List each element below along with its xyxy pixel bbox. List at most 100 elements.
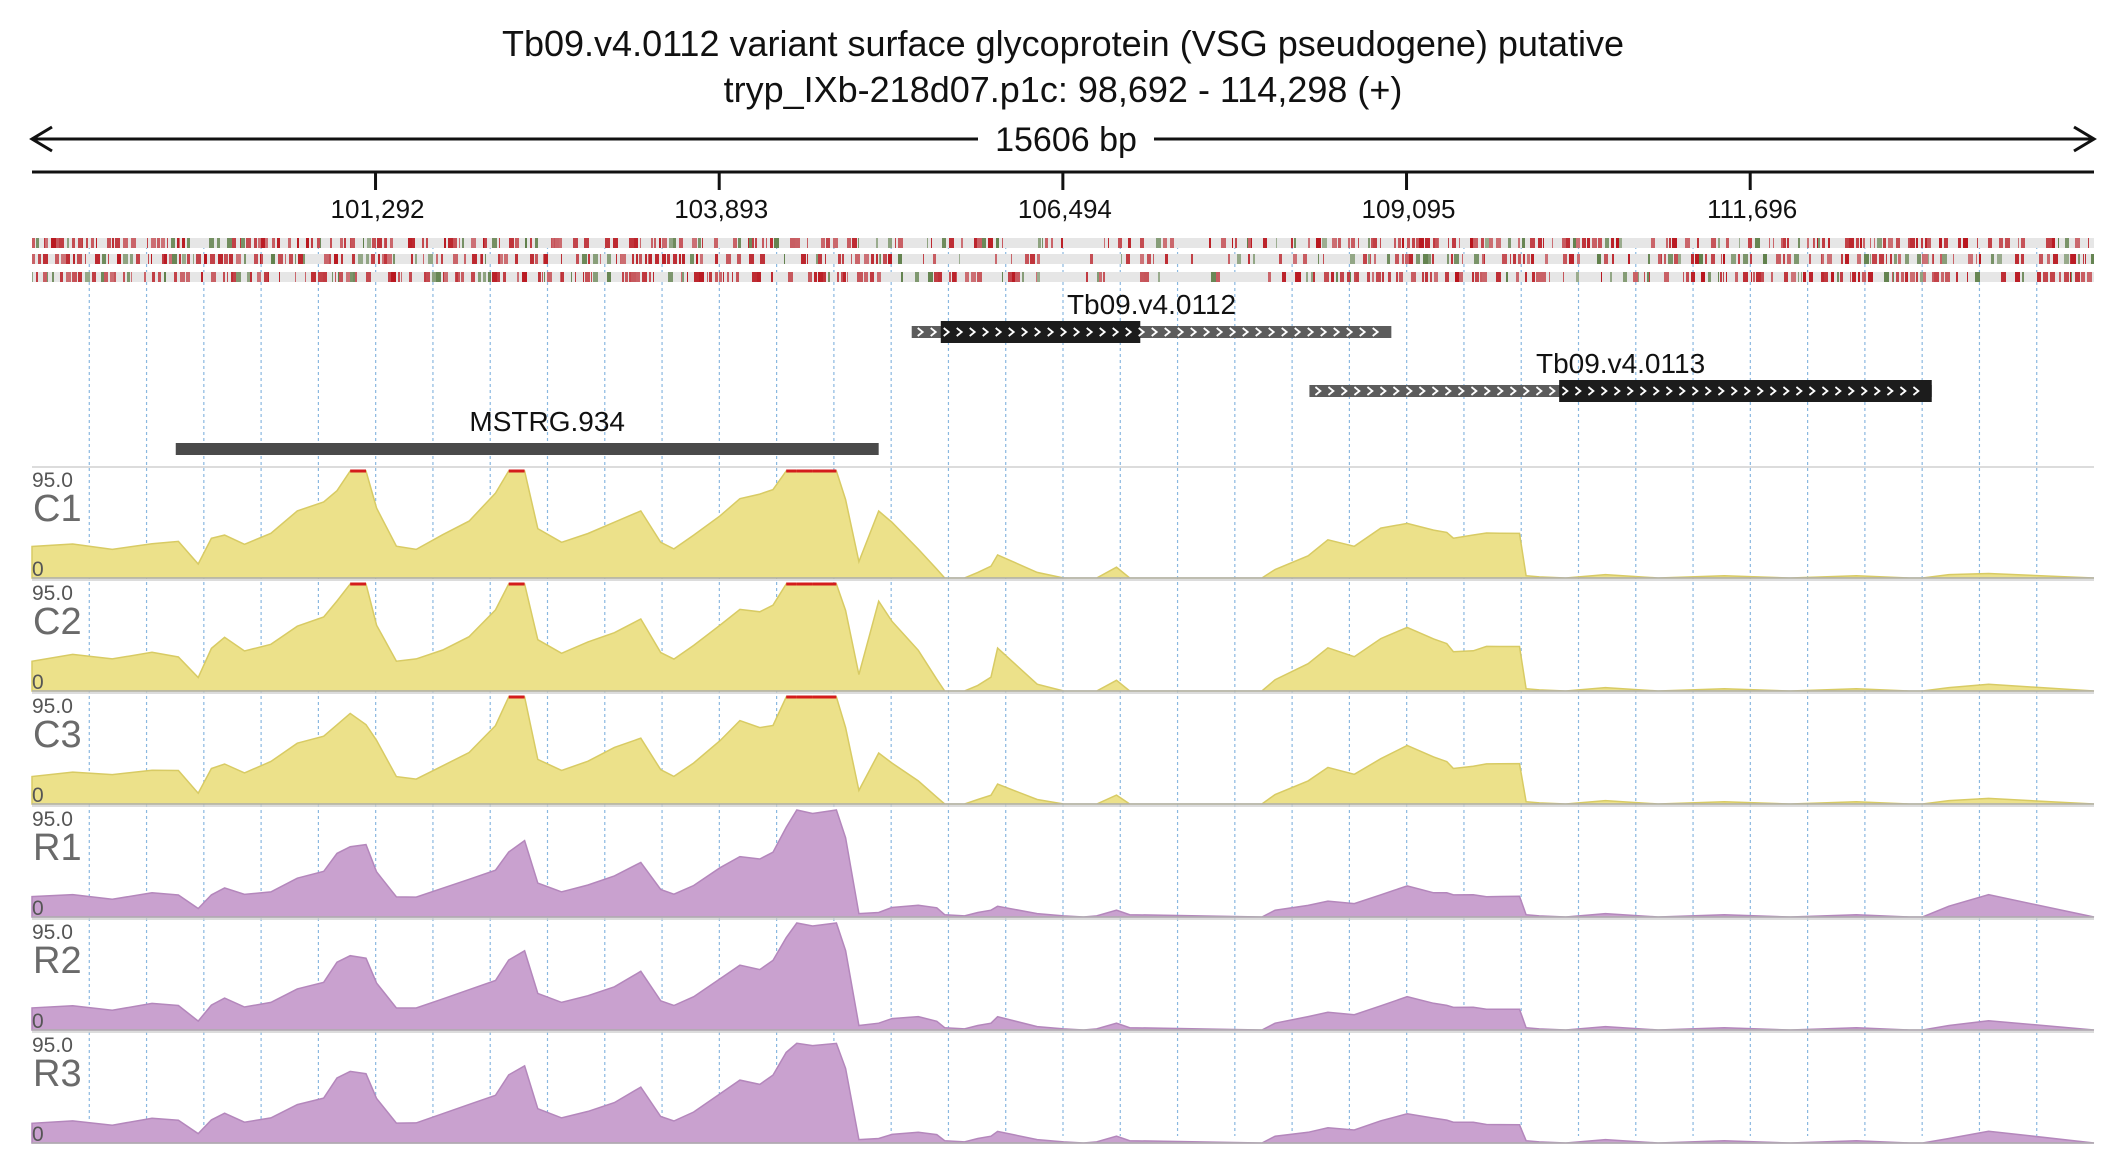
variant-mark xyxy=(1306,272,1308,282)
feature-cds xyxy=(1559,380,1932,402)
variant-mark xyxy=(952,272,956,282)
variant-mark xyxy=(552,238,554,248)
strand-arrow xyxy=(1281,327,1289,337)
variant-mark xyxy=(2021,254,2024,264)
variant-mark xyxy=(432,272,436,282)
variant-mark xyxy=(391,238,393,248)
variant-mark xyxy=(562,272,564,282)
strand-arrow xyxy=(1320,327,1328,337)
variant-mark xyxy=(1884,272,1889,282)
variant-mark xyxy=(667,254,670,264)
variant-mark xyxy=(1582,238,1586,248)
span-length-label: 15606 bp xyxy=(995,121,1137,159)
variant-mark xyxy=(1338,238,1341,248)
variant-mark xyxy=(784,254,785,264)
variant-mark xyxy=(179,254,181,264)
variant-mark xyxy=(888,254,892,264)
variant-mark xyxy=(1368,254,1370,264)
variant-mark xyxy=(1247,238,1248,248)
variant-mark xyxy=(1798,272,1799,282)
variant-mark xyxy=(1380,238,1381,248)
strand-arrow xyxy=(1216,327,1224,337)
variant-mark xyxy=(876,254,878,264)
variant-mark xyxy=(1894,254,1897,264)
variant-mark xyxy=(182,254,186,264)
variant-mark xyxy=(102,254,106,264)
variant-mark xyxy=(366,272,371,282)
variant-mark xyxy=(484,238,485,248)
variant-mark xyxy=(949,272,951,282)
variant-mark xyxy=(1991,254,1994,264)
variant-mark xyxy=(258,238,261,248)
variant-mark xyxy=(1128,238,1131,248)
variant-mark xyxy=(295,254,296,264)
heat-row-background xyxy=(32,254,2094,264)
strand-arrow xyxy=(1496,386,1504,396)
variant-mark xyxy=(1253,254,1255,264)
variant-mark xyxy=(77,254,82,264)
variant-mark xyxy=(254,238,257,248)
variant-mark xyxy=(622,272,624,282)
variant-mark xyxy=(480,254,481,264)
variant-mark xyxy=(1480,272,1482,282)
strand-arrow xyxy=(1652,386,1660,396)
variant-mark xyxy=(67,238,69,248)
variant-mark xyxy=(1541,272,1546,282)
variant-mark xyxy=(1781,238,1783,248)
variant-mark xyxy=(1726,238,1729,248)
variant-mark xyxy=(236,272,241,282)
variant-mark xyxy=(1412,238,1415,248)
variant-mark xyxy=(1783,254,1785,264)
variant-mark xyxy=(415,254,417,264)
track-r1: 95.0R1 0 xyxy=(31,805,2095,920)
variant-mark xyxy=(1916,238,1918,248)
variant-mark xyxy=(2047,254,2050,264)
strand-arrow xyxy=(1600,386,1608,396)
variant-mark xyxy=(2039,254,2043,264)
variant-mark xyxy=(1649,272,1650,282)
variant-mark xyxy=(535,254,538,264)
variant-mark xyxy=(1661,254,1662,264)
variant-mark xyxy=(1711,254,1715,264)
variant-mark xyxy=(1448,238,1449,248)
variant-mark xyxy=(1228,254,1230,264)
variant-mark xyxy=(1872,254,1877,264)
track-max-label: 95.0 xyxy=(32,469,73,492)
variant-mark xyxy=(104,272,108,282)
variant-mark xyxy=(2078,254,2080,264)
variant-mark xyxy=(2071,254,2076,264)
variant-mark xyxy=(681,272,682,282)
variant-mark xyxy=(424,272,426,282)
variant-mark xyxy=(1025,254,1029,264)
variant-mark xyxy=(1221,238,1226,248)
variant-mark xyxy=(982,238,986,248)
variant-mark xyxy=(453,238,457,248)
variant-mark xyxy=(320,238,321,248)
variant-mark xyxy=(1209,238,1211,248)
feature-mstrg-934[interactable]: MSTRG.934 xyxy=(175,406,879,455)
variant-mark xyxy=(1545,254,1548,264)
strand-arrow xyxy=(1587,386,1595,396)
variant-mark xyxy=(762,238,764,248)
variant-mark xyxy=(1901,272,1904,282)
strand-arrow xyxy=(1333,327,1341,337)
variant-mark xyxy=(927,238,928,248)
variant-mark xyxy=(996,238,999,248)
feature-tb09-v4-0113[interactable]: Tb09.v4.0113 xyxy=(1309,348,1932,402)
feature-tb09-v4-0112[interactable]: Tb09.v4.0112 xyxy=(911,289,1392,343)
variant-mark xyxy=(702,238,703,248)
variant-mark xyxy=(254,254,258,264)
variant-mark xyxy=(157,238,160,248)
variant-mark xyxy=(164,272,166,282)
variant-mark xyxy=(1332,238,1337,248)
variant-mark xyxy=(2088,238,2089,248)
variant-mark xyxy=(247,272,250,282)
variant-mark xyxy=(1351,238,1355,248)
variant-mark xyxy=(1569,254,1570,264)
variant-mark xyxy=(278,254,283,264)
variant-mark xyxy=(229,254,233,264)
variant-mark xyxy=(632,254,634,264)
variant-mark xyxy=(1042,238,1043,248)
variant-mark xyxy=(1592,238,1597,248)
variant-mark xyxy=(880,254,881,264)
